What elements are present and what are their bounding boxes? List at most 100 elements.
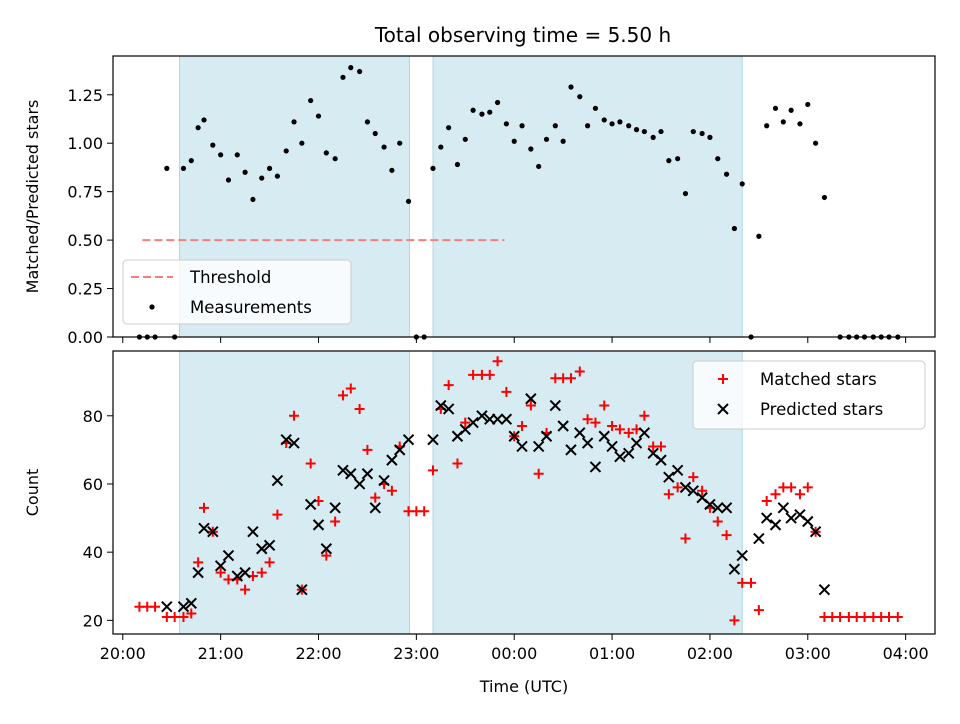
measurement-point [397, 140, 403, 146]
matched-star-point [199, 502, 210, 513]
measurement-point [291, 119, 297, 125]
matched-star-point [305, 458, 316, 469]
predicted-star-point [435, 399, 447, 412]
measurement-point [188, 158, 194, 164]
matched-star-point [656, 441, 666, 452]
measurement-point [715, 156, 721, 162]
measurement-point [164, 165, 170, 171]
matched-star-point [746, 577, 757, 588]
matched-star-point [193, 557, 204, 568]
predicted-star-point [369, 502, 381, 514]
predicted-star-point [508, 430, 520, 442]
predicted-star-point [192, 566, 204, 579]
legend-predicted-label: Predicted stars [760, 400, 883, 419]
measurement-point [381, 144, 387, 150]
measurement-point [690, 128, 696, 135]
measurement-point [560, 138, 566, 144]
measurement-point [592, 105, 599, 111]
matched-star-point [794, 489, 805, 500]
matched-star-point [639, 410, 650, 421]
measurement-point [675, 156, 681, 162]
predicted-star-point [402, 433, 415, 446]
predicted-star-point [214, 560, 227, 572]
matched-star-point [386, 485, 397, 496]
legend-predicted-swatch [717, 403, 729, 415]
y-tick-label: 20 [83, 611, 103, 630]
predicted-star-point [256, 543, 268, 555]
matched-star-point [712, 516, 723, 527]
predicted-star-point [802, 515, 814, 528]
measurement-point [332, 156, 338, 162]
matched-star-point [169, 611, 180, 622]
measurement-point [731, 225, 737, 232]
measurement-point [682, 190, 689, 197]
measurement-point [739, 181, 745, 187]
measurement-point [805, 101, 811, 108]
matched-star-point [178, 611, 189, 622]
matched-star-point [688, 472, 699, 483]
measurement-point [699, 130, 705, 137]
x-tick-label: 00:00 [491, 644, 537, 663]
predicted-star-point [622, 447, 635, 459]
matched-star-point [240, 584, 251, 595]
predicted-star-point [532, 440, 545, 453]
measurement-point [519, 123, 525, 129]
x-tick-label: 23:00 [393, 644, 439, 663]
predicted-star-point [630, 437, 643, 449]
measurement-point [543, 136, 550, 142]
measurement-point [577, 94, 583, 100]
measurement-point [666, 158, 672, 164]
measurement-point [650, 134, 656, 140]
matched-star-point [574, 366, 585, 377]
legend-matched-label: Matched stars [760, 370, 877, 389]
predicted-star-point [222, 549, 235, 562]
measurement-point [788, 107, 794, 113]
matched-star-point [761, 496, 772, 507]
matched-star-point [215, 567, 226, 578]
predicted-star-point [549, 399, 562, 412]
matched-star-point [354, 403, 365, 414]
matched-star-point [525, 400, 536, 411]
measurement-point [536, 163, 542, 170]
matched-star-point [501, 386, 512, 397]
measurement-point [348, 65, 354, 71]
y-axis-label: Count [23, 469, 42, 517]
measurement-point [242, 169, 248, 175]
y-tick-label: 80 [83, 407, 103, 426]
matched-star-point [786, 482, 797, 493]
measurement-point [601, 117, 607, 123]
matched-star-point [460, 417, 471, 428]
predicted-star-point [296, 583, 308, 596]
measurement-point [503, 121, 509, 127]
predicted-star-point [312, 519, 325, 531]
predicted-star-point [557, 420, 569, 432]
measurement-point [364, 119, 371, 125]
measurement-point [454, 161, 461, 168]
matched-star-point [289, 410, 300, 421]
predicted-star-point [760, 512, 773, 524]
measurement-point [438, 144, 444, 150]
measurement-point [633, 127, 640, 133]
predicted-star-point [516, 440, 528, 453]
matched-star-point [150, 601, 161, 612]
measurement-point [585, 123, 591, 129]
matched-star-point [484, 369, 495, 380]
matched-star-point [802, 482, 813, 493]
matched-star-point [721, 530, 732, 541]
legend: Threshold Measurements [122, 259, 352, 325]
predicted-star-point [288, 437, 300, 449]
y-tick-label: 1.25 [67, 86, 103, 105]
predicted-star-point [720, 502, 733, 514]
predicted-star-point [606, 440, 618, 453]
legend: Matched stars Predicted stars [692, 360, 926, 430]
measurement-point [723, 171, 730, 177]
axes-frame [112, 350, 936, 635]
x-tick-label: 02:00 [687, 644, 733, 663]
y-tick-label: 60 [83, 475, 103, 494]
matched-star-point [884, 611, 895, 622]
predicted-star-point [655, 454, 667, 466]
predicted-star-point [427, 433, 439, 446]
measurement-point [274, 173, 280, 179]
predicted-star-point [394, 444, 406, 456]
measurement-point [494, 99, 501, 106]
